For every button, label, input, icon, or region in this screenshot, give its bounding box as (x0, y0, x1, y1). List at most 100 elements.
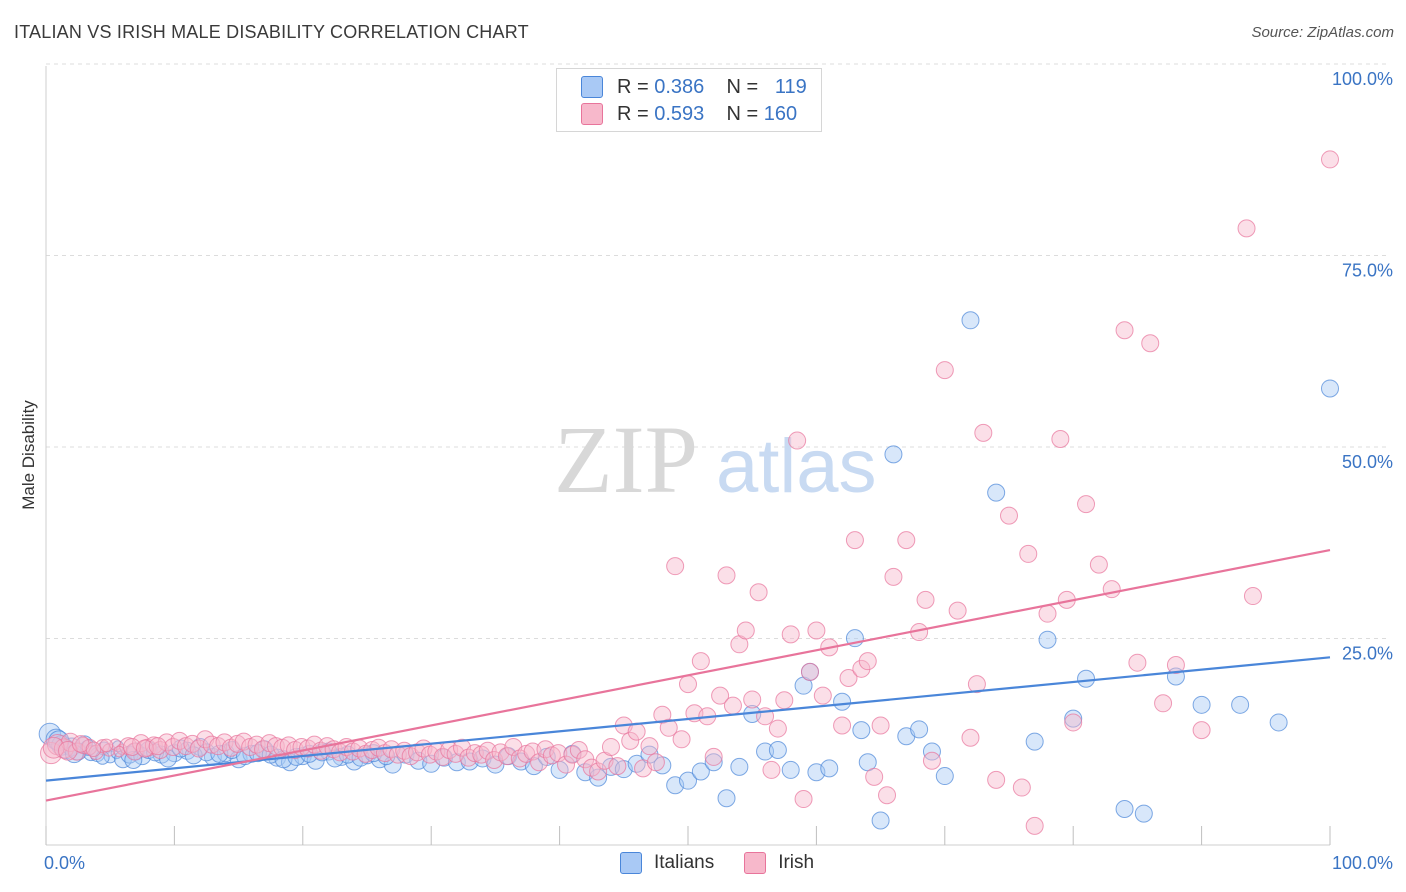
legend-row-italians: R = 0.386 N = 119 (581, 74, 807, 100)
r-label: R = (617, 75, 649, 98)
irish-point (974, 423, 993, 442)
italians-point (756, 742, 775, 761)
source-label: Source: ZipAtlas.com (1251, 24, 1394, 41)
irish-point (157, 733, 176, 752)
irish-point (852, 659, 871, 678)
italians-point (1321, 379, 1339, 398)
italians-point (961, 311, 980, 330)
italians-point (833, 692, 852, 711)
italians-point (781, 760, 800, 779)
italians-point (768, 741, 787, 760)
irish-point (113, 745, 125, 758)
irish-point (608, 757, 627, 776)
irish-point (711, 686, 730, 705)
n-label: N = (726, 102, 759, 125)
irish-point (884, 567, 903, 586)
trend-lines (45, 549, 1331, 802)
irish-point (1000, 506, 1018, 525)
irish-point (1077, 495, 1096, 514)
irish-point (148, 737, 167, 756)
series-legend: Italians Irish (620, 852, 844, 874)
irish-point (813, 686, 832, 705)
irish-point (1051, 430, 1070, 449)
irish-point (878, 786, 897, 805)
irish-point (1115, 321, 1134, 340)
irish-point (1102, 580, 1121, 599)
irish-point (967, 675, 986, 694)
axis-labels: 25.0% 50.0% 75.0% 100.0% 0.0% 100.0% Male Disa… (19, 69, 1393, 873)
irish-point (935, 361, 954, 380)
italians-point (910, 720, 929, 739)
italians-point (589, 768, 608, 787)
italians-point (627, 754, 646, 773)
irish-point (845, 531, 864, 550)
legend-item-irish: Irish (744, 852, 814, 874)
irish-point (961, 728, 980, 747)
watermark-zip: ZIP (554, 406, 698, 513)
italians-point (1269, 713, 1288, 732)
italians-point (704, 753, 723, 772)
irish-point (865, 767, 884, 786)
italians-point (820, 759, 839, 778)
n-label: N = (726, 75, 759, 98)
legend-swatch-italians (620, 852, 642, 874)
irish-point (1128, 653, 1147, 672)
italians-point (717, 789, 736, 808)
stats-legend: R = 0.386 N = 119 R = 0.593 N = 160 (556, 68, 822, 132)
irish-point (1243, 587, 1262, 606)
italians-point (871, 811, 890, 830)
irish-point (794, 790, 813, 809)
irish-point (247, 735, 266, 754)
italians-point (1025, 732, 1044, 751)
irish-point (85, 741, 102, 758)
irish-point (659, 718, 678, 737)
n-value: 160 (763, 102, 798, 125)
irish-point (839, 669, 858, 688)
gridlines (46, 63, 1390, 639)
irish-point (569, 741, 588, 760)
irish-point (627, 722, 646, 741)
y-axis-title: Male Disability (19, 400, 38, 510)
axes (45, 66, 1331, 846)
irish-point (46, 734, 69, 756)
irish-point (1154, 694, 1173, 713)
italians-point (1192, 695, 1211, 714)
italians-trend-line (45, 656, 1331, 782)
italians-point (987, 483, 1006, 502)
legend-item-italians: Italians (620, 852, 714, 874)
irish-point (897, 531, 916, 550)
irish-point (922, 751, 941, 770)
irish-point (1025, 816, 1044, 835)
legend-swatch-irish (744, 852, 767, 874)
irish-point (653, 705, 672, 724)
irish-point (601, 737, 620, 756)
italians-point (730, 757, 749, 776)
italians-point (935, 767, 954, 786)
x-tick-label-start: 0.0% (44, 853, 85, 873)
italians-point (1134, 804, 1153, 823)
irish-point (723, 696, 742, 715)
legend-label: Italians (654, 852, 715, 873)
x-tick-label-end: 100.0% (1332, 853, 1393, 873)
irish-point (1321, 150, 1339, 169)
irish-point (666, 557, 685, 576)
irish-point (775, 691, 794, 710)
irish-point (833, 716, 852, 735)
legend-row-irish: R = 0.593 N = 160 (581, 101, 797, 127)
irish-point (589, 762, 608, 781)
irish-point (123, 737, 142, 756)
irish-point (717, 566, 736, 585)
italians-point (1115, 799, 1134, 818)
irish-point (1089, 555, 1108, 574)
irish-point (95, 739, 110, 754)
legend-label: Irish (778, 852, 815, 873)
irish-point (1237, 219, 1256, 238)
irish-point (646, 753, 665, 772)
italians-point (1077, 669, 1096, 688)
italians-point (852, 721, 871, 740)
irish-point (987, 770, 1006, 789)
irish-point (916, 590, 935, 609)
irish-point (871, 716, 890, 735)
irish-point (691, 652, 710, 671)
